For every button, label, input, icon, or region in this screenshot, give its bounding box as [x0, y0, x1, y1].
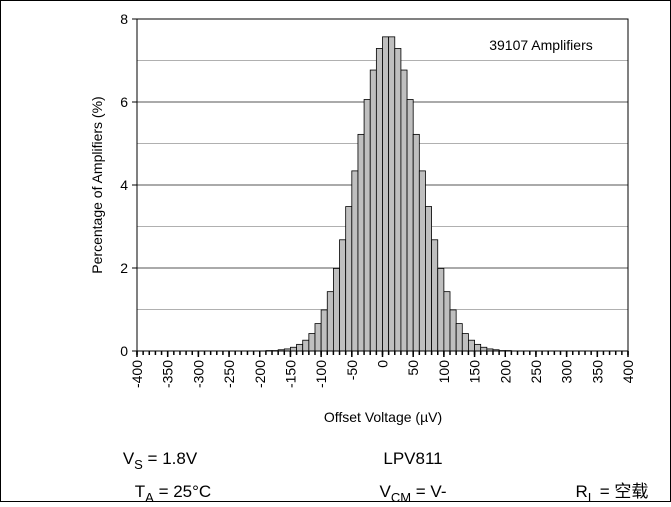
bar: [432, 240, 438, 351]
y-tick-label: 4: [120, 177, 128, 193]
condition-subscript: A: [145, 490, 154, 502]
condition-value: = 25°C: [154, 482, 211, 501]
bar: [450, 310, 456, 351]
x-tick-label: -400: [129, 360, 145, 388]
bar: [383, 37, 389, 351]
condition: RL = 空载: [576, 482, 649, 502]
condition: LPV811: [383, 449, 442, 468]
bar: [481, 347, 487, 351]
bar: [358, 134, 364, 351]
condition-subscript: S: [134, 457, 143, 472]
bar: [333, 268, 339, 351]
x-tick-label: 100: [436, 360, 452, 384]
bar: [395, 48, 401, 351]
bar: [340, 240, 346, 351]
condition-symbol: V: [380, 482, 392, 501]
bar: [346, 207, 352, 351]
condition-symbol: R: [576, 482, 588, 501]
bar: [370, 70, 376, 351]
condition-symbol: T: [135, 482, 145, 501]
bar: [290, 347, 296, 351]
bar: [468, 340, 474, 351]
x-tick-label: 350: [589, 360, 605, 384]
x-tick-label: 150: [467, 360, 483, 384]
condition: VCM = V-: [380, 482, 447, 502]
y-tick-label: 6: [120, 94, 128, 110]
bar: [364, 100, 370, 351]
y-tick-label: 8: [120, 11, 128, 27]
bar: [444, 292, 450, 351]
x-tick-label: -150: [282, 360, 298, 388]
bar: [401, 70, 407, 351]
x-tick-label: 200: [497, 360, 513, 384]
x-tick-label: -250: [221, 360, 237, 388]
bar: [419, 171, 425, 351]
bar: [315, 324, 321, 351]
bar: [389, 37, 395, 351]
bar: [456, 324, 462, 351]
y-tick-label: 2: [120, 260, 128, 276]
bar: [297, 344, 303, 351]
bar: [438, 268, 444, 351]
condition-symbol: LPV811: [383, 449, 442, 468]
condition-value: = V-: [411, 482, 446, 501]
x-tick-label: 50: [405, 360, 421, 376]
condition-value: = 空载: [595, 482, 648, 501]
bar: [321, 310, 327, 351]
x-tick-label: 300: [559, 360, 575, 384]
bar: [376, 48, 382, 351]
x-tick-label: -350: [160, 360, 176, 388]
x-tick-label: -300: [190, 360, 206, 388]
bar: [475, 344, 481, 351]
condition-subscript: L: [588, 490, 595, 502]
bar: [462, 334, 468, 351]
condition-symbol: V: [123, 449, 135, 468]
condition-subscript: CM: [391, 490, 411, 502]
bar: [413, 134, 419, 351]
bar: [407, 100, 413, 351]
bar: [352, 171, 358, 351]
y-tick-label: 0: [120, 343, 128, 359]
x-tick-label: 250: [528, 360, 544, 384]
bar: [309, 334, 315, 351]
bar: [327, 292, 333, 351]
x-tick-label: -100: [313, 360, 329, 388]
bar: [425, 207, 431, 351]
x-tick-label: 0: [375, 360, 391, 368]
y-axis-label: Percentage of Amplifiers (%): [89, 96, 105, 273]
x-axis-label: Offset Voltage (µV): [324, 409, 442, 425]
x-tick-label: -200: [252, 360, 268, 388]
bar: [303, 340, 309, 351]
x-tick-label: 400: [620, 360, 636, 384]
condition-value: = 1.8V: [143, 449, 198, 468]
annotation: 39107 Amplifiers: [489, 37, 593, 53]
x-tick-label: -50: [344, 360, 360, 380]
